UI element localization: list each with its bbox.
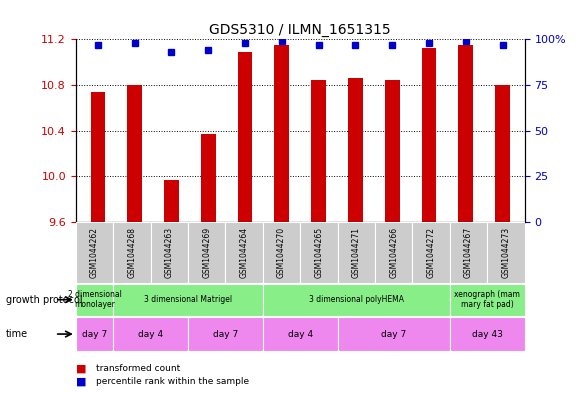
Text: 3 dimensional polyHEMA: 3 dimensional polyHEMA	[309, 295, 404, 304]
Text: day 4: day 4	[138, 330, 163, 338]
Bar	[338, 222, 375, 283]
Text: day 7: day 7	[213, 330, 238, 338]
Bar	[487, 222, 525, 283]
Text: GSM1044263: GSM1044263	[165, 227, 174, 278]
Text: time: time	[6, 329, 28, 339]
Bar	[263, 317, 338, 351]
Bar	[375, 222, 412, 283]
Bar	[458, 45, 473, 222]
Bar	[422, 48, 437, 222]
Text: ■: ■	[76, 377, 86, 387]
Text: day 7: day 7	[381, 330, 406, 338]
Bar	[113, 284, 263, 316]
Text: GSM1044264: GSM1044264	[240, 227, 248, 278]
Bar	[90, 92, 105, 222]
Bar	[150, 222, 188, 283]
Text: 3 dimensional Matrigel: 3 dimensional Matrigel	[144, 295, 232, 304]
Bar	[76, 284, 113, 316]
Bar	[450, 222, 487, 283]
Bar	[238, 52, 252, 222]
Bar	[188, 222, 226, 283]
Title: GDS5310 / ILMN_1651315: GDS5310 / ILMN_1651315	[209, 23, 391, 37]
Text: day 4: day 4	[287, 330, 313, 338]
Text: GSM1044272: GSM1044272	[427, 227, 436, 278]
Text: day 43: day 43	[472, 330, 503, 338]
Text: GSM1044266: GSM1044266	[389, 227, 398, 278]
Text: GSM1044268: GSM1044268	[128, 227, 136, 278]
Text: transformed count: transformed count	[96, 364, 181, 373]
Text: 2 dimensional
monolayer: 2 dimensional monolayer	[68, 290, 121, 309]
Text: ■: ■	[76, 364, 86, 374]
Text: GSM1044271: GSM1044271	[352, 227, 361, 278]
Bar	[201, 134, 216, 222]
Text: day 7: day 7	[82, 330, 107, 338]
Bar	[275, 45, 289, 222]
Bar	[164, 180, 179, 222]
Text: xenograph (mam
mary fat pad): xenograph (mam mary fat pad)	[454, 290, 520, 309]
Bar	[300, 222, 338, 283]
Bar	[113, 317, 188, 351]
Bar	[496, 85, 510, 222]
Bar	[450, 284, 525, 316]
Text: GSM1044265: GSM1044265	[314, 227, 324, 278]
Bar	[226, 222, 263, 283]
Text: GSM1044270: GSM1044270	[277, 227, 286, 278]
Bar	[76, 317, 113, 351]
Bar	[412, 222, 450, 283]
Text: growth protocol: growth protocol	[6, 295, 82, 305]
Text: GSM1044269: GSM1044269	[202, 227, 211, 278]
Text: GSM1044273: GSM1044273	[501, 227, 511, 278]
Text: GSM1044267: GSM1044267	[464, 227, 473, 278]
Bar	[450, 317, 525, 351]
Text: GSM1044262: GSM1044262	[90, 227, 99, 278]
Bar	[127, 85, 142, 222]
Text: percentile rank within the sample: percentile rank within the sample	[96, 378, 250, 386]
Bar	[338, 317, 450, 351]
Bar	[76, 222, 113, 283]
Bar	[311, 81, 326, 222]
Bar	[113, 222, 150, 283]
Bar	[188, 317, 263, 351]
Bar	[385, 81, 399, 222]
Bar	[348, 78, 363, 222]
Bar	[263, 222, 300, 283]
Bar	[263, 284, 450, 316]
